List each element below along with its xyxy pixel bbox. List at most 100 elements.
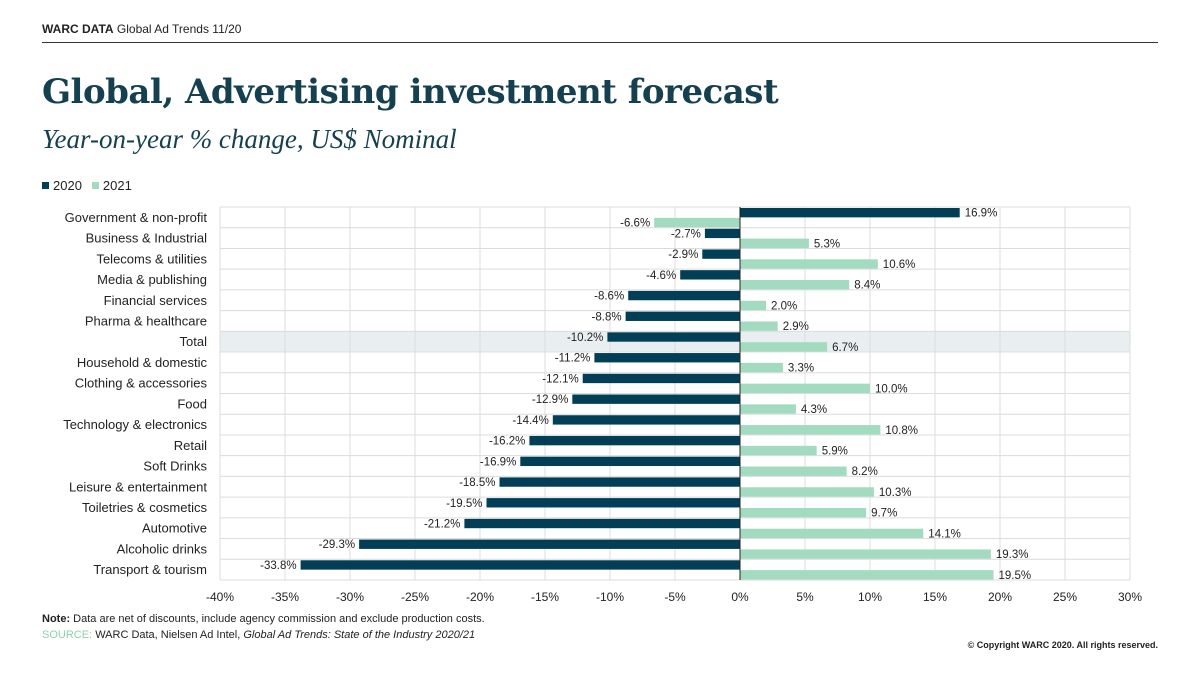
bar-2021 (740, 259, 878, 269)
bar-2020 (594, 353, 740, 363)
category-label: Technology & electronics (63, 417, 207, 432)
data-label-2020: -33.8% (260, 560, 296, 572)
data-label-2020: -4.6% (646, 270, 676, 282)
x-tick-label: -10% (596, 590, 624, 604)
category-label: Pharma & healthcare (85, 313, 207, 328)
bar-2021 (740, 362, 783, 373)
category-label: Household & domestic (77, 355, 208, 370)
category-label: Transport & tourism (93, 562, 207, 577)
page-title: Global, Advertising investment forecast (42, 72, 779, 112)
bar-2020 (486, 498, 740, 508)
category-label: Business & Industrial (86, 231, 208, 246)
data-label-2020: -8.6% (594, 291, 624, 303)
x-tick-label: -15% (531, 590, 559, 604)
data-label-2020: -10.2% (567, 332, 603, 344)
x-tick-label: -25% (401, 590, 429, 604)
data-label-2020: 16.9% (965, 208, 998, 220)
data-label-2020: -2.9% (668, 249, 698, 261)
category-label: Total (180, 334, 208, 349)
footnote: Note: Data are net of discounts, include… (42, 613, 485, 625)
bar-2020 (529, 435, 740, 446)
data-label-2021: 2.0% (771, 300, 797, 312)
bar-2020 (704, 228, 740, 239)
data-label-2021: 2.9% (783, 321, 809, 333)
x-tick-label: -40% (206, 590, 234, 604)
category-label: Clothing & accessories (75, 376, 208, 391)
source-publication: Global Ad Trends: State of the Industry … (243, 629, 476, 641)
bar-2021 (740, 507, 867, 518)
legend-item-2020: 2020 (42, 178, 82, 193)
category-label: Soft Drinks (143, 459, 207, 474)
source-text: WARC Data, Nielsen Ad Intel, (95, 629, 241, 641)
source-label: SOURCE: (42, 629, 93, 641)
legend-swatch-2020 (42, 182, 49, 189)
data-label-2020: -12.9% (532, 394, 568, 406)
x-tick-label: -35% (271, 590, 299, 604)
legend-label-2020: 2020 (53, 178, 82, 193)
data-label-2020: -8.8% (592, 311, 622, 323)
bar-2020 (607, 332, 740, 342)
data-label-2020: -14.4% (512, 415, 548, 427)
data-label-2020: -29.3% (319, 539, 355, 551)
bar-2020 (572, 394, 740, 404)
data-label-2021: 10.0% (875, 383, 908, 395)
header-text: Global Ad Trends 11/20 (116, 22, 242, 36)
x-tick-label: -5% (664, 590, 686, 604)
bar-2021 (740, 445, 817, 456)
x-tick-label: 10% (858, 590, 882, 604)
x-tick-label: 30% (1118, 590, 1142, 604)
data-label-2020: -12.1% (542, 373, 578, 385)
x-tick-label: 15% (923, 590, 947, 604)
bar-2021 (740, 466, 847, 476)
bar-2021 (740, 300, 766, 311)
bar-2021 (740, 321, 778, 331)
bar-2021 (740, 280, 850, 290)
data-label-2021: 6.7% (832, 342, 858, 354)
legend-item-2021: 2021 (91, 178, 132, 193)
data-label-2021: 4.3% (801, 404, 827, 416)
data-label-2021: -6.6% (620, 218, 650, 230)
x-tick-label: 20% (988, 590, 1012, 604)
header: WARC DATA Global Ad Trends 11/20 (42, 22, 241, 36)
bar-2021 (740, 238, 809, 248)
data-label-2021: 5.3% (814, 238, 840, 250)
category-label: Telecoms & utilities (96, 251, 207, 266)
x-tick-label: -30% (336, 590, 364, 604)
data-label-2020: -19.5% (446, 498, 482, 510)
data-label-2021: 14.1% (928, 528, 961, 540)
bar-2021 (740, 342, 828, 352)
data-label-2021: 3.3% (788, 363, 814, 375)
data-label-2021: 8.4% (854, 280, 880, 292)
bar-2021 (740, 549, 991, 559)
category-label: Media & publishing (97, 272, 207, 287)
bar-2021 (740, 487, 874, 497)
data-label-2021: 19.3% (996, 549, 1029, 561)
bar-2021 (740, 528, 924, 539)
bar-2021 (740, 383, 870, 393)
bar-2020 (520, 456, 740, 467)
bar-2021 (740, 404, 796, 414)
category-label: Automotive (142, 521, 207, 536)
bar-2020 (740, 208, 960, 218)
data-label-2021: 9.7% (871, 508, 897, 520)
copyright: © Copyright WARC 2020. All rights reserv… (967, 640, 1158, 650)
legend: 2020 2021 (42, 178, 132, 193)
data-label-2021: 10.6% (883, 259, 916, 271)
bar-2020 (300, 560, 740, 570)
category-label: Financial services (104, 293, 208, 308)
category-label: Retail (174, 438, 207, 453)
data-label-2021: 8.2% (852, 466, 878, 478)
bar-2021 (740, 570, 994, 580)
bar-2020 (628, 290, 740, 301)
data-label-2020: -16.9% (480, 456, 516, 468)
category-label: Government & non-profit (65, 210, 208, 225)
x-tick-label: -20% (466, 590, 494, 604)
bar-2020 (625, 311, 740, 321)
bar-2020 (464, 518, 740, 529)
legend-label-2021: 2021 (102, 178, 132, 193)
bar-2020 (680, 270, 740, 280)
bar-2020 (702, 249, 740, 259)
category-label: Leisure & entertainment (69, 479, 207, 494)
